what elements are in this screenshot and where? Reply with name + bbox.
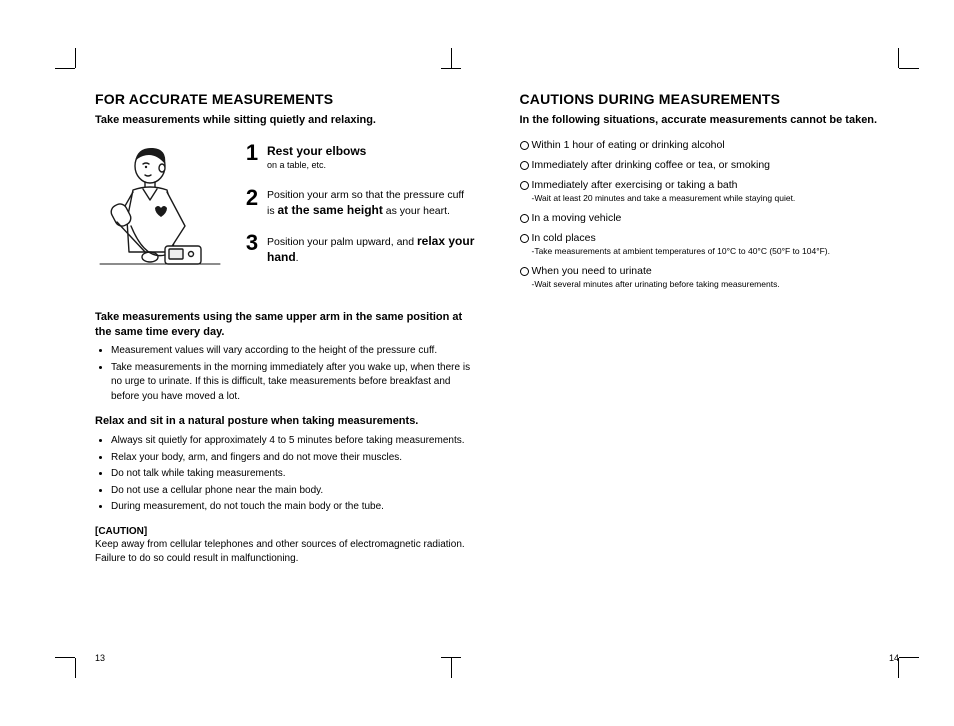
step-text: Position your arm so that the pressure c…	[267, 187, 475, 218]
caution-label: [CAUTION]	[95, 525, 475, 539]
left-title: FOR ACCURATE MEASUREMENTS	[95, 90, 475, 109]
list-item: Immediately after drinking coffee or tea…	[520, 158, 900, 172]
right-subtitle: In the following situations, accurate me…	[520, 113, 900, 128]
crop-mark	[55, 657, 75, 658]
crop-mark	[75, 48, 76, 68]
figure-row: 1 Rest your elbows on a table, etc. 2 Po…	[95, 142, 475, 292]
step-num: 2	[243, 187, 261, 218]
steps-list: 1 Rest your elbows on a table, etc. 2 Po…	[243, 142, 475, 280]
list-item: Measurement values will vary according t…	[111, 344, 475, 359]
step-1: 1 Rest your elbows on a table, etc.	[243, 142, 475, 173]
page-number-left: 13	[95, 652, 105, 664]
section-b-list: Always sit quietly for approximately 4 t…	[95, 434, 475, 515]
section-a-list: Measurement values will vary according t…	[95, 344, 475, 404]
crop-mark	[899, 68, 919, 69]
crop-mark	[75, 658, 76, 678]
list-item: Within 1 hour of eating or drinking alco…	[520, 138, 900, 152]
list-item: In cold places-Take measurements at ambi…	[520, 231, 900, 258]
step-num: 1	[243, 142, 261, 173]
step-2: 2 Position your arm so that the pressure…	[243, 187, 475, 218]
crop-mark	[898, 48, 899, 68]
crop-mark	[55, 68, 75, 69]
crop-mark	[441, 68, 461, 69]
page-spread: FOR ACCURATE MEASUREMENTS Take measureme…	[95, 90, 899, 636]
step-text: Position your palm upward, and relax you…	[267, 232, 475, 265]
list-item: Always sit quietly for approximately 4 t…	[111, 434, 475, 449]
list-item: During measurement, do not touch the mai…	[111, 500, 475, 515]
crop-mark	[451, 658, 452, 678]
page-wrap: FOR ACCURATE MEASUREMENTS Take measureme…	[0, 0, 954, 726]
list-item: When you need to urinate-Wait several mi…	[520, 264, 900, 291]
step-text: Rest your elbows on a table, etc.	[267, 142, 475, 173]
list-item: Relax your body, arm, and fingers and do…	[111, 451, 475, 466]
list-item: Do not talk while taking measurements.	[111, 467, 475, 482]
section-b-head: Relax and sit in a natural posture when …	[95, 414, 475, 429]
list-item: In a moving vehicle	[520, 211, 900, 225]
caution-text: Keep away from cellular telephones and o…	[95, 538, 475, 566]
left-page: FOR ACCURATE MEASUREMENTS Take measureme…	[95, 90, 475, 636]
step-num: 3	[243, 232, 261, 265]
list-item: Immediately after exercising or taking a…	[520, 178, 900, 205]
section-a-head: Take measurements using the same upper a…	[95, 310, 475, 340]
right-title: CAUTIONS DURING MEASUREMENTS	[520, 90, 900, 109]
crop-mark	[899, 657, 919, 658]
right-page: CAUTIONS DURING MEASUREMENTS In the foll…	[520, 90, 900, 636]
list-item: Take measurements in the morning immedia…	[111, 361, 475, 405]
crop-mark	[451, 48, 452, 68]
cautions-list: Within 1 hour of eating or drinking alco…	[520, 138, 900, 290]
left-subtitle: Take measurements while sitting quietly …	[95, 113, 475, 128]
list-item: Do not use a cellular phone near the mai…	[111, 484, 475, 499]
step-3: 3 Position your palm upward, and relax y…	[243, 232, 475, 265]
posture-illustration	[95, 142, 225, 292]
page-number-right: 14	[889, 652, 899, 664]
